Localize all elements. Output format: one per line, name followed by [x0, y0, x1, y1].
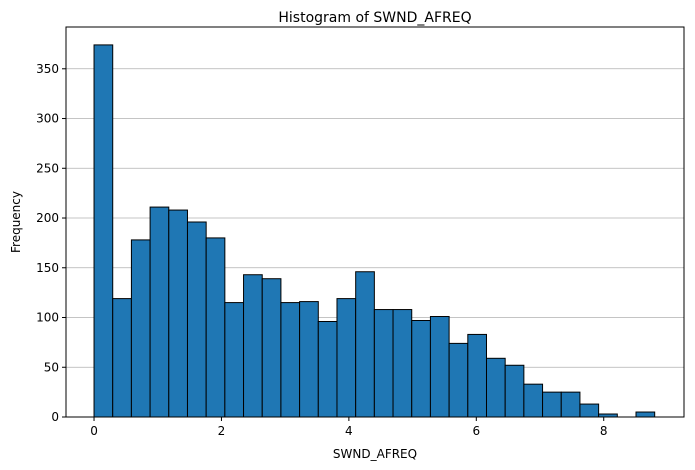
histogram-bar	[635, 411, 656, 418]
y-axis-label: Frequency	[9, 191, 23, 253]
x-tick-label: 0	[90, 424, 98, 438]
y-tick-label: 250	[36, 161, 59, 175]
histogram-bar	[579, 403, 600, 418]
y-tick-label: 200	[36, 211, 59, 225]
x-tick-label: 6	[472, 424, 480, 438]
histogram-bar	[280, 302, 301, 418]
histogram-bar	[467, 333, 487, 418]
histogram-bar	[186, 221, 207, 418]
histogram-bar	[205, 237, 226, 418]
histogram-bar	[504, 364, 525, 418]
histogram-bar	[523, 383, 544, 418]
histogram-bar	[373, 309, 394, 418]
histogram-bar	[93, 44, 114, 418]
histogram-bar	[336, 298, 357, 418]
histogram-bar	[542, 391, 562, 418]
histogram-bar	[299, 301, 319, 418]
x-axis-label: SWND_AFREQ	[333, 447, 417, 461]
x-tick-label: 8	[600, 424, 608, 438]
histogram-bar	[392, 309, 413, 418]
histogram-bar	[130, 239, 151, 418]
chart-title: Histogram of SWND_AFREQ	[278, 10, 471, 26]
histogram-bar	[243, 274, 263, 418]
histogram-bar	[355, 271, 375, 418]
histogram-bar	[411, 319, 431, 418]
y-tick-label: 100	[36, 311, 59, 325]
histogram-bar	[485, 357, 506, 418]
y-tick-label: 0	[51, 410, 59, 424]
histogram-bar	[168, 209, 188, 418]
y-tick-label: 50	[44, 360, 59, 374]
plot-area-frame	[65, 26, 685, 418]
x-axis-ticks: 0 2 4 6 8	[90, 417, 608, 438]
histogram-bar	[149, 206, 170, 418]
y-tick-label: 350	[36, 62, 59, 76]
x-tick-label: 4	[345, 424, 353, 438]
histogram-bar	[224, 302, 245, 418]
histogram-bar	[429, 316, 450, 418]
histogram-bar	[112, 298, 132, 418]
histogram-bar	[317, 320, 338, 418]
y-tick-label: 300	[36, 112, 59, 126]
y-axis-ticks: 0 50 100 150 200 250 300 350	[36, 62, 66, 424]
histogram-bar	[448, 342, 469, 418]
x-tick-label: 2	[218, 424, 226, 438]
histogram-bar	[261, 278, 282, 418]
y-tick-label: 150	[36, 261, 59, 275]
histogram-bars	[93, 44, 656, 418]
histogram-bar	[560, 391, 581, 418]
